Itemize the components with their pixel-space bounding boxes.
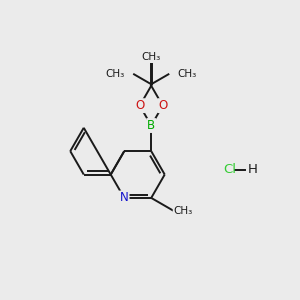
Text: O: O <box>135 99 144 112</box>
Text: O: O <box>158 99 167 112</box>
Text: Cl: Cl <box>224 163 237 176</box>
Text: CH₃: CH₃ <box>142 52 161 62</box>
Text: CH₃: CH₃ <box>174 206 193 216</box>
Text: B: B <box>147 119 155 132</box>
Text: CH₃: CH₃ <box>105 69 124 79</box>
Text: CH₃: CH₃ <box>178 69 197 79</box>
Text: H: H <box>248 163 258 176</box>
Text: CH₃: CH₃ <box>141 52 160 62</box>
Text: N: N <box>120 191 129 204</box>
